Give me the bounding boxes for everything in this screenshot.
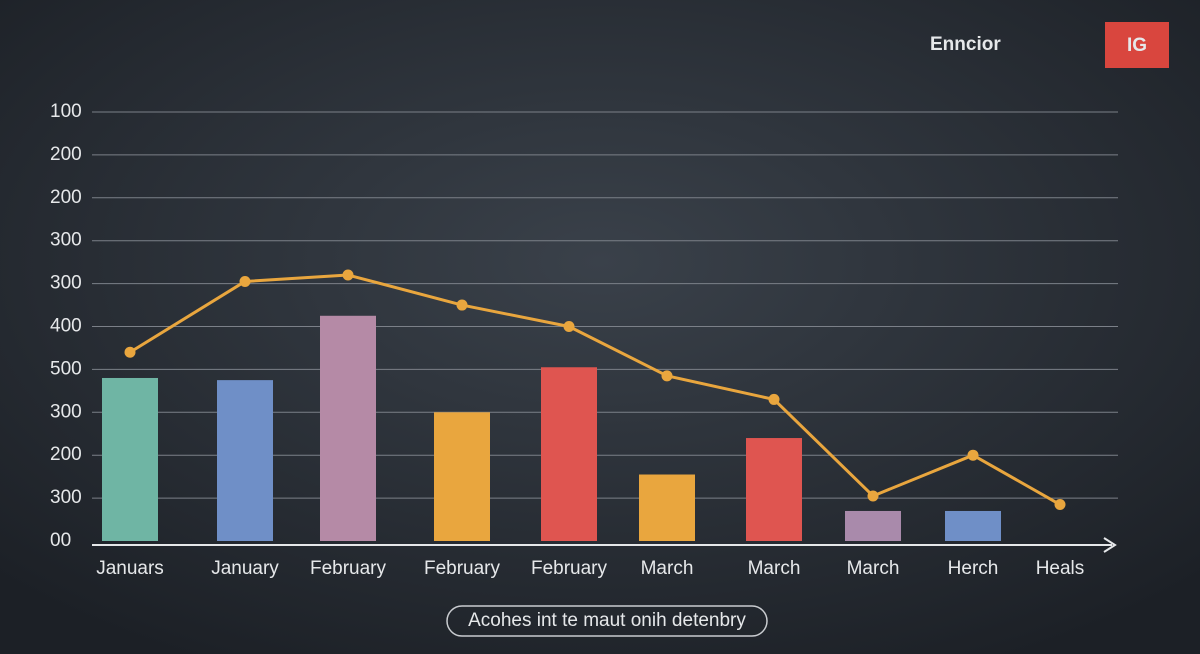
y-tick-label: 300: [50, 401, 82, 422]
y-tick-label: 300: [50, 230, 82, 251]
y-tick-label: 00: [50, 530, 71, 551]
line-point: [563, 321, 575, 332]
y-tick-label: 500: [50, 358, 82, 379]
x-tick-label: March: [641, 558, 694, 579]
line-point: [124, 346, 136, 358]
caption: Acohes int te maut onih detenbry: [468, 610, 746, 631]
line-point: [342, 269, 354, 281]
y-tick-label: 300: [50, 273, 82, 294]
y-tick-label: 400: [50, 316, 82, 337]
line-point: [1054, 499, 1066, 511]
x-tick-label: February: [310, 558, 387, 579]
x-tick-label: Heals: [1036, 558, 1085, 579]
y-tick-label: 100: [50, 101, 82, 122]
x-tick-label: February: [424, 558, 501, 579]
bar: [217, 380, 273, 541]
badge-box: [1105, 22, 1169, 68]
line-point: [867, 490, 879, 502]
brand: Enncior: [930, 34, 1001, 55]
bar: [320, 315, 376, 541]
bar: [845, 510, 901, 541]
x-tick-label: Herch: [948, 558, 999, 579]
y-tick-label: 300: [50, 487, 82, 508]
bar: [434, 412, 490, 541]
x-tick-label: Januars: [96, 558, 164, 579]
line-point: [239, 275, 251, 287]
bar: [945, 510, 1001, 541]
bar: [541, 367, 597, 541]
y-tick-label: 200: [50, 187, 82, 208]
line-point: [456, 299, 468, 311]
x-tick-label: March: [847, 558, 900, 579]
bar: [746, 438, 802, 541]
line-point: [661, 370, 673, 382]
x-tick-label: March: [748, 558, 801, 579]
bar: [102, 377, 158, 541]
line-point: [768, 393, 780, 405]
x-tick-label: January: [211, 558, 279, 579]
bar: [639, 474, 695, 541]
y-tick-label: 200: [50, 144, 82, 165]
y-tick-label: 200: [50, 444, 82, 465]
x-axis-arrow: [1103, 537, 1117, 553]
caption-pill: [446, 605, 768, 637]
badge: IG: [1127, 35, 1147, 56]
line: [129, 273, 1061, 506]
line-point: [967, 449, 979, 461]
x-tick-label: February: [531, 558, 608, 579]
